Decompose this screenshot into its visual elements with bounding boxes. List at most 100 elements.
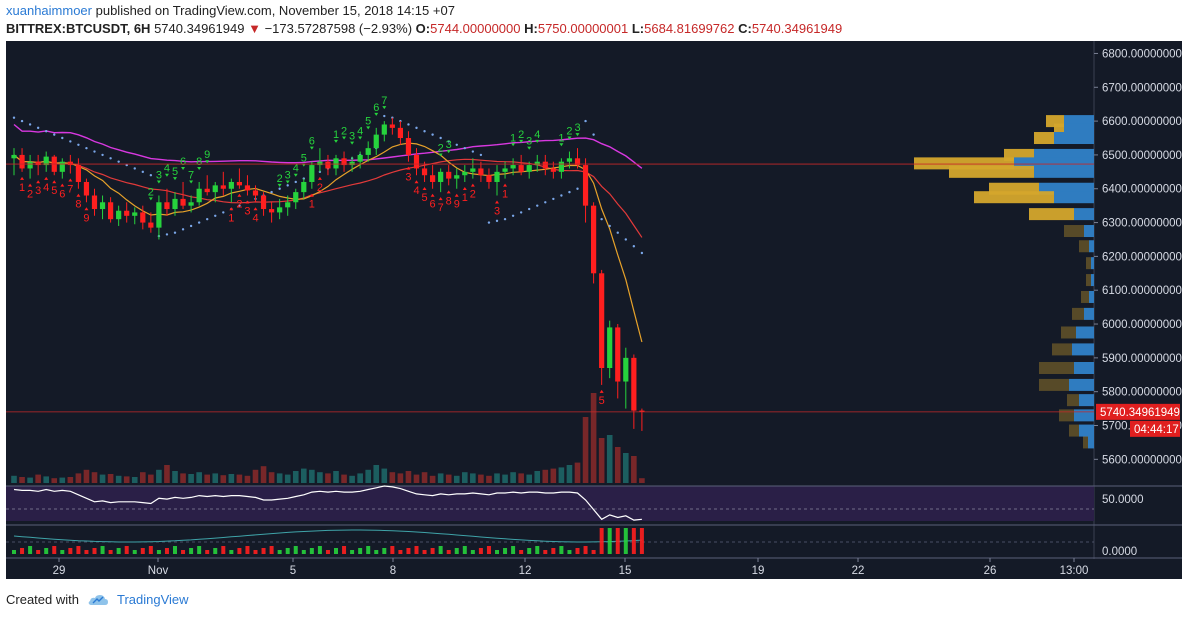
volume-bar xyxy=(365,469,371,483)
osc-bar xyxy=(470,550,475,554)
time-tick-label: 22 xyxy=(852,565,865,577)
candle-body xyxy=(27,161,33,169)
psar-dot xyxy=(141,170,144,174)
psar-dot xyxy=(415,126,418,130)
td-bull-arrow xyxy=(567,136,572,140)
td-bull-label: 3 xyxy=(349,131,355,143)
candle-body xyxy=(365,148,371,155)
psar-dot xyxy=(28,123,32,126)
psar-dot xyxy=(286,184,289,187)
td-bear-arrow xyxy=(60,183,65,187)
volume-bar xyxy=(623,453,629,483)
td-bear-arrow xyxy=(253,207,258,211)
td-bear-label: 1 xyxy=(502,189,508,201)
time-tick-label: 29 xyxy=(53,565,66,577)
volume-profile xyxy=(914,115,1094,449)
candle-body xyxy=(438,171,444,182)
osc-bar xyxy=(583,546,588,554)
psar-dot xyxy=(197,221,201,224)
volume-bar xyxy=(107,474,114,483)
candle-body xyxy=(639,410,645,412)
volume-bar xyxy=(284,474,291,483)
volume-profile-bar-gold xyxy=(1086,274,1091,287)
psar-dot xyxy=(45,130,48,133)
osc-bar xyxy=(12,550,16,554)
volume-bar xyxy=(19,477,25,483)
volume-bar xyxy=(421,472,428,483)
volume-bar xyxy=(413,474,420,483)
td-bear-label: 2 xyxy=(27,189,33,201)
td-bear-label: 4 xyxy=(252,212,258,224)
volume-bar xyxy=(59,477,66,483)
countdown-tag-label: 04:44:17 xyxy=(1134,424,1179,436)
candle-body xyxy=(478,168,484,176)
volume-bar xyxy=(11,475,17,483)
candle-body xyxy=(558,161,564,172)
candle-body xyxy=(75,165,81,182)
td-bear-label: 1 xyxy=(462,192,468,204)
volume-profile-bar-gold xyxy=(1072,307,1084,320)
td-bear-label: 9 xyxy=(83,212,89,224)
price-tick-label: 6100.00000000 xyxy=(1102,285,1182,297)
volume-profile-bar-gold xyxy=(1029,208,1074,221)
candle-body xyxy=(99,202,106,210)
psar-dot xyxy=(600,217,603,221)
psar-dot xyxy=(503,217,507,221)
candle-body xyxy=(309,165,315,182)
td-bear-label: 8 xyxy=(75,199,81,211)
symbol-label[interactable]: BITTREX:BTCUSDT, 6H xyxy=(6,21,151,36)
candle-body xyxy=(607,327,613,369)
candle-body xyxy=(132,212,138,216)
td-bull-label: 2 xyxy=(518,129,524,141)
volume-bar xyxy=(550,468,557,483)
td-bull-label: 1 xyxy=(510,132,516,144)
volume-profile-bar-blue xyxy=(1074,362,1094,375)
osc-bar xyxy=(366,546,371,554)
psar-dot xyxy=(278,187,281,190)
volume-bar xyxy=(349,475,355,483)
candle-body xyxy=(631,357,637,411)
tradingview-cloud-icon xyxy=(88,594,108,605)
osc-bar xyxy=(108,550,113,554)
volume-profile-bar-gold xyxy=(1079,240,1089,253)
time-axis: 29 Nov 5 8 12 15 19 22 26 13:00 xyxy=(53,558,1088,577)
psar-dot xyxy=(487,221,491,224)
volume-bar xyxy=(292,471,299,483)
td-bear-label: 9 xyxy=(454,199,460,211)
candle-body xyxy=(116,210,122,220)
candle-body xyxy=(446,171,452,179)
volume-bar xyxy=(542,469,549,483)
volume-bar xyxy=(598,438,605,483)
psar-dot xyxy=(632,245,636,248)
volume-bar xyxy=(526,474,532,483)
td-bull-arrow xyxy=(511,143,516,147)
td-bull-label: 2 xyxy=(148,186,154,198)
td-bull-arrow xyxy=(527,146,532,150)
psar-dot xyxy=(77,143,80,146)
candle-body xyxy=(454,175,460,179)
td-bear-arrow xyxy=(406,166,411,170)
author-link[interactable]: xuanhaimmoer xyxy=(6,3,92,18)
td-bull-arrow xyxy=(382,106,387,110)
candle-body xyxy=(534,161,540,166)
time-tick-label: 26 xyxy=(984,565,997,577)
volume-bar xyxy=(83,469,90,483)
volume-bar xyxy=(244,475,251,483)
psar-dot xyxy=(133,167,136,170)
tradingview-link[interactable]: TradingView xyxy=(116,592,189,607)
osc-bar xyxy=(454,548,459,554)
time-tick-label: 15 xyxy=(619,565,632,577)
osc-bar xyxy=(631,528,636,554)
psar-dot xyxy=(640,251,644,255)
price-tick-label: 6400.00000000 xyxy=(1102,184,1182,196)
volume-profile-bar-blue xyxy=(1076,326,1094,339)
volume-bar xyxy=(164,465,170,483)
psar-dot xyxy=(568,190,571,194)
td-bear-arrow xyxy=(446,190,451,194)
td-bull-label: 6 xyxy=(180,156,186,168)
osc-bar xyxy=(116,548,121,554)
time-tick-label: 8 xyxy=(390,565,396,577)
volume-bar xyxy=(115,475,122,483)
